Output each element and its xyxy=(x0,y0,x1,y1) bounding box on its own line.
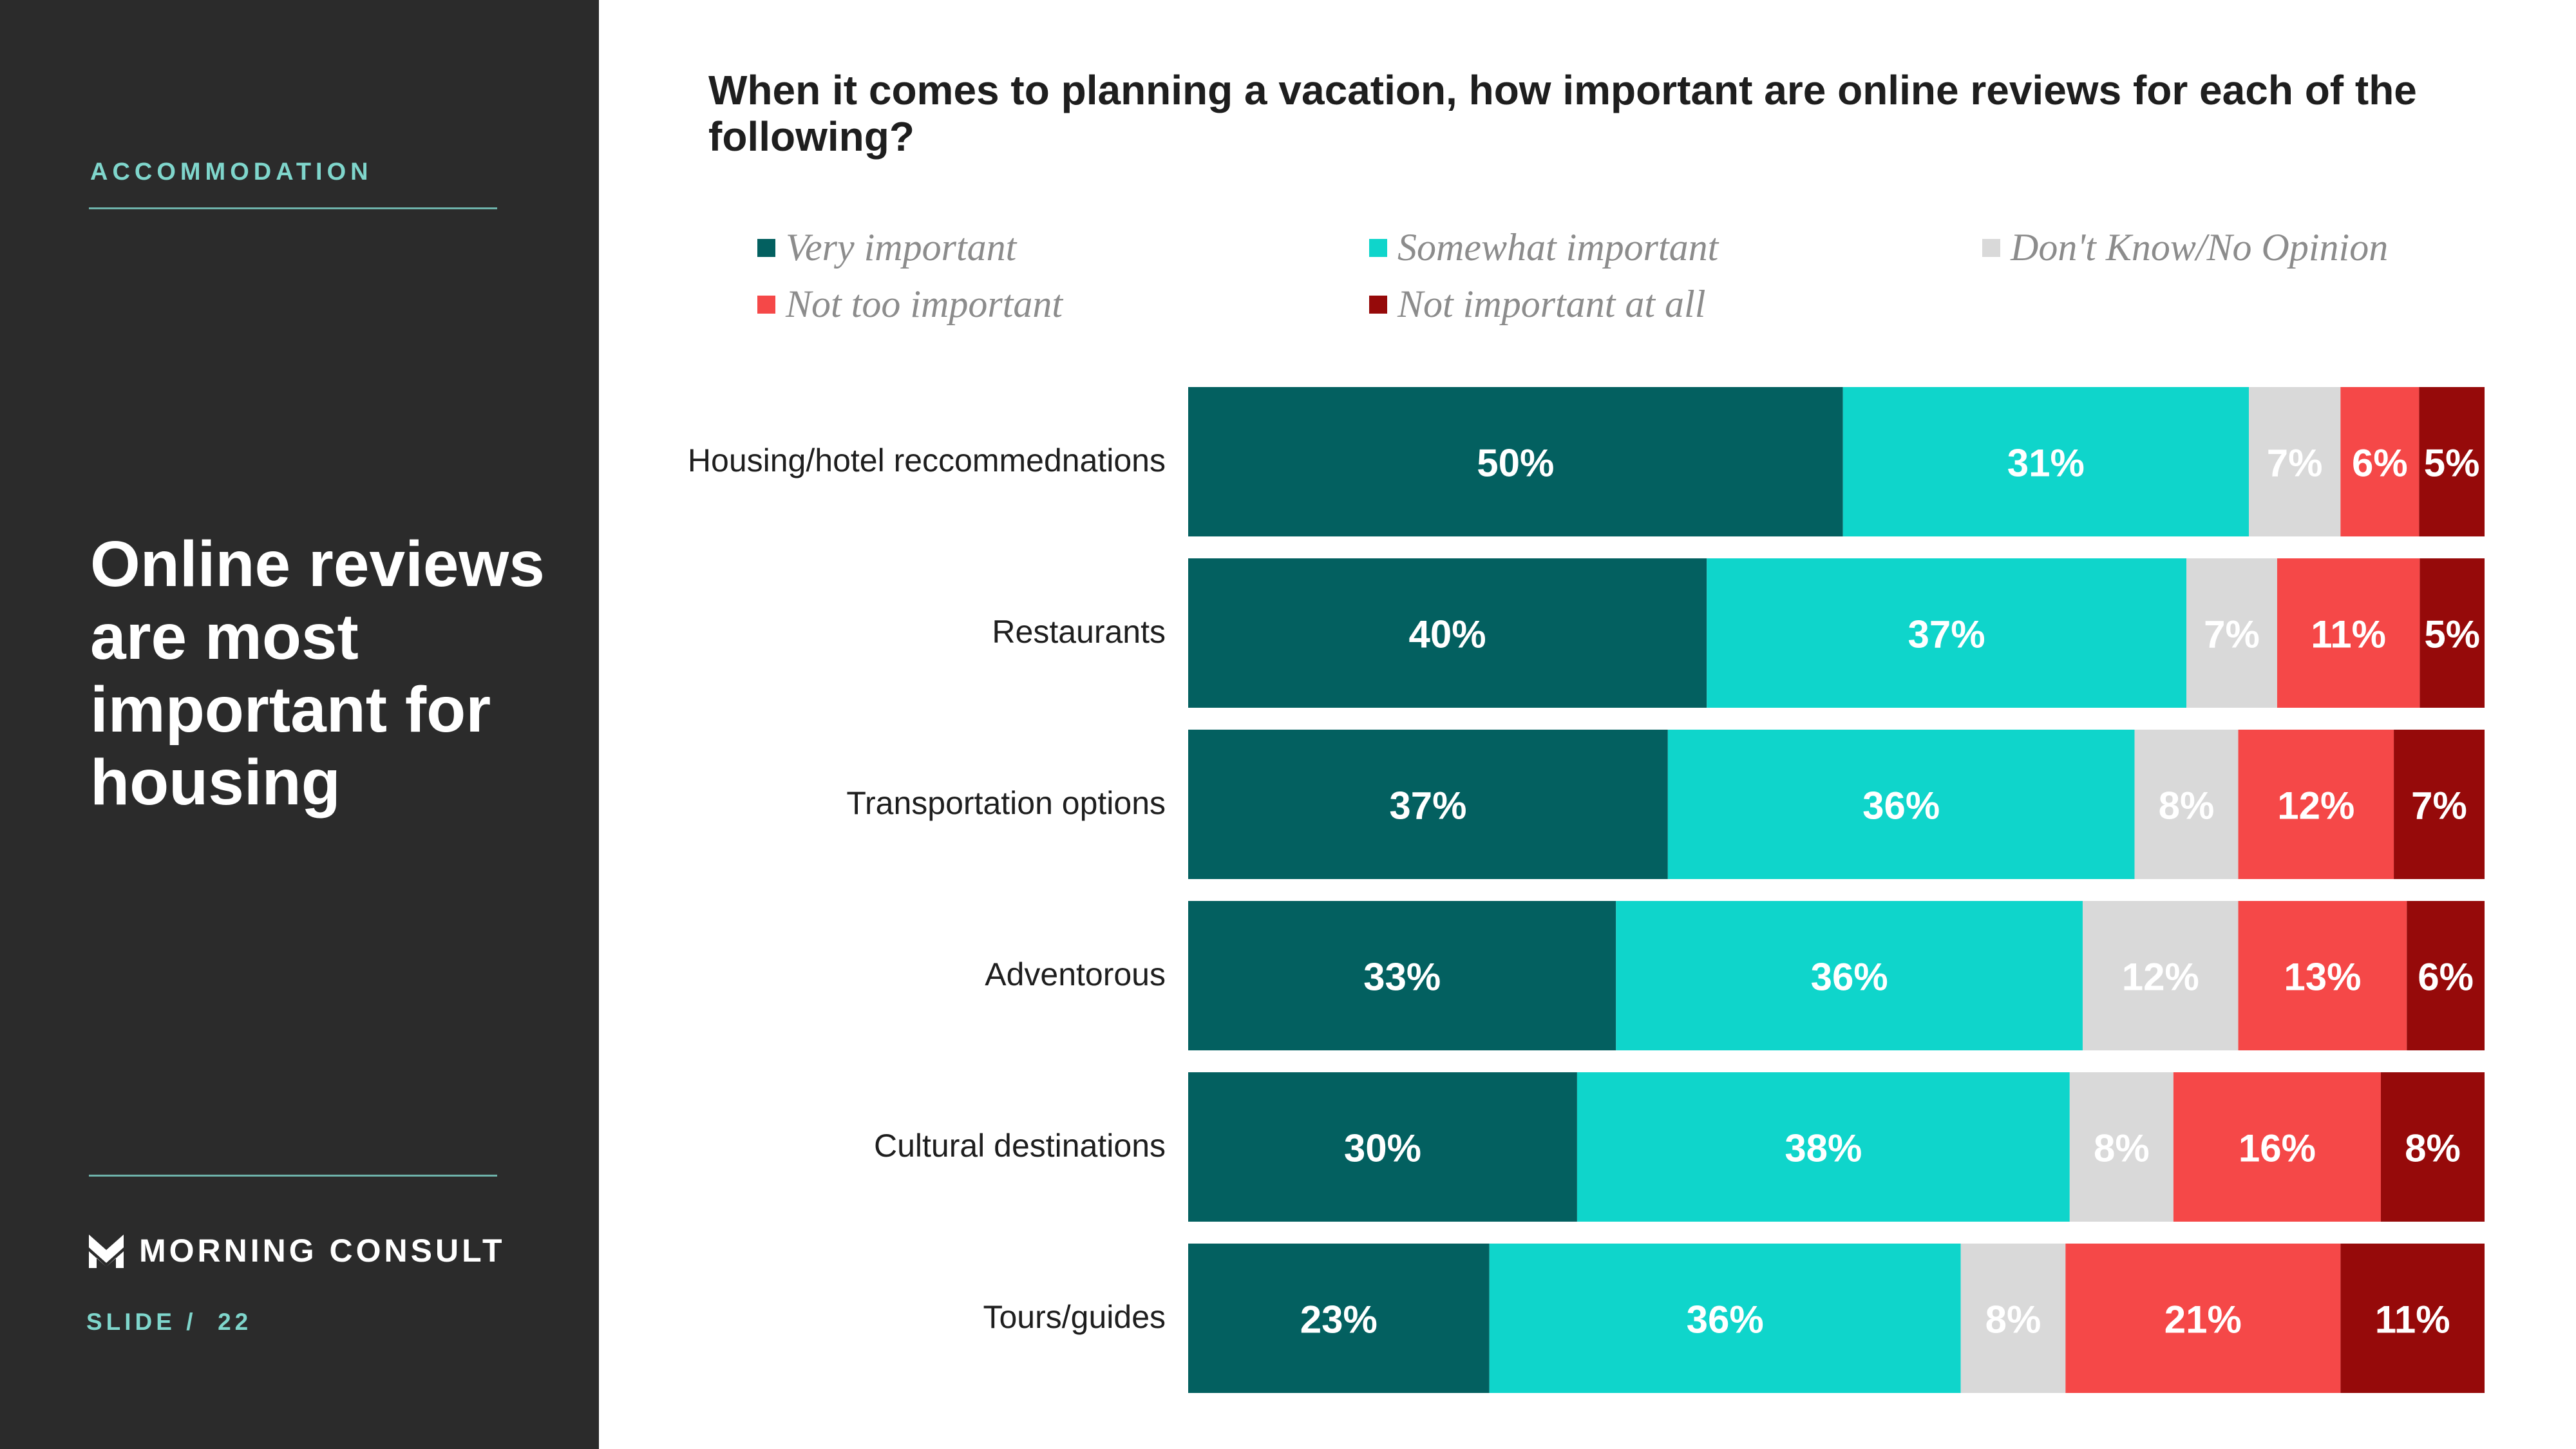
bar-segment xyxy=(2186,558,2277,708)
data-label: 8% xyxy=(2159,784,2215,828)
bar-segment xyxy=(2380,1072,2485,1222)
bar-segment xyxy=(2082,901,2239,1050)
legend-item: Not too important xyxy=(757,282,1063,327)
data-label: 38% xyxy=(1785,1127,1862,1170)
sidebar-divider-top xyxy=(89,207,497,209)
data-label: 12% xyxy=(2122,956,2199,999)
bar-segment xyxy=(2238,730,2394,879)
legend-swatch xyxy=(757,295,775,314)
bar-segment xyxy=(1960,1244,2066,1393)
data-label: 16% xyxy=(2239,1127,2316,1170)
bar-segment xyxy=(1188,387,1843,536)
bar-segment xyxy=(2420,558,2485,708)
bar-segment xyxy=(2065,1244,2341,1393)
data-label: 8% xyxy=(2094,1127,2150,1170)
bar-segment xyxy=(1188,730,1668,879)
bar-segment xyxy=(2134,730,2239,879)
data-label: 40% xyxy=(1409,613,1486,656)
slide-headline: Online reviews are most important for ho… xyxy=(90,528,545,819)
bar-segment xyxy=(1188,558,1707,708)
legend-label: Very important xyxy=(786,226,1017,269)
section-label: ACCOMMODATION xyxy=(90,158,373,185)
legend-swatch xyxy=(757,238,775,257)
bar-segment xyxy=(1188,1244,1490,1393)
brand-name: MORNING CONSULT xyxy=(139,1233,506,1269)
bar-segment xyxy=(2069,1072,2174,1222)
legend-label: Don't Know/No Opinion xyxy=(2011,226,2389,269)
category-label: Housing/hotel reccommednations xyxy=(688,442,1166,478)
bar-segment xyxy=(1188,901,1616,1050)
data-label: 6% xyxy=(2352,442,2408,485)
legend-item: Don't Know/No Opinion xyxy=(1982,225,2388,270)
bar-segment xyxy=(1616,901,2083,1050)
data-label: 50% xyxy=(1477,442,1554,485)
legend-swatch xyxy=(1982,238,2000,257)
legend-label: Somewhat important xyxy=(1397,226,1719,269)
category-label: Tours/guides xyxy=(983,1299,1166,1335)
legend-swatch xyxy=(1369,295,1387,314)
bar-segment xyxy=(2394,730,2485,879)
category-label: Transportation options xyxy=(846,785,1166,821)
bar-segment xyxy=(2173,1072,2381,1222)
data-label: 7% xyxy=(2411,784,2467,828)
bar-segment xyxy=(1489,1244,1961,1393)
category-label: Adventorous xyxy=(985,956,1166,992)
data-label: 12% xyxy=(2277,784,2354,828)
bar-segment xyxy=(1707,558,2187,708)
chart-title: When it comes to planning a vacation, ho… xyxy=(708,67,2417,160)
bar-segment xyxy=(1188,1072,1577,1222)
legend-item: Not important at all xyxy=(1369,282,1705,327)
data-label: 7% xyxy=(2267,442,2323,485)
data-label: 13% xyxy=(2284,956,2361,999)
data-label: 23% xyxy=(1300,1298,1378,1341)
legend-item: Very important xyxy=(757,225,1016,270)
bar-segment xyxy=(2407,901,2485,1050)
data-label: 36% xyxy=(1687,1298,1764,1341)
bar-segment xyxy=(1577,1072,2070,1222)
category-label: Cultural destinations xyxy=(874,1128,1166,1164)
sidebar: ACCOMMODATION Online reviews are most im… xyxy=(0,0,599,1449)
slide-number: SLIDE / 22 xyxy=(86,1309,252,1335)
data-label: 5% xyxy=(2424,613,2480,656)
morning-consult-logo-icon xyxy=(89,1235,124,1268)
data-label: 37% xyxy=(1389,784,1466,828)
bar-segment xyxy=(2277,558,2420,708)
data-label: 5% xyxy=(2424,442,2480,485)
bar-segment xyxy=(2419,387,2485,536)
bar-segment xyxy=(2238,901,2407,1050)
bar-segment xyxy=(2340,1244,2485,1393)
bar-segment xyxy=(2340,387,2420,536)
data-label: 6% xyxy=(2418,956,2474,999)
data-label: 36% xyxy=(1811,956,1888,999)
data-label: 7% xyxy=(2204,613,2260,656)
legend-item: Somewhat important xyxy=(1369,225,1718,270)
data-label: 36% xyxy=(1862,784,1940,828)
data-label: 11% xyxy=(2311,613,2386,656)
data-label: 30% xyxy=(1344,1127,1421,1170)
category-label: Restaurants xyxy=(992,614,1166,650)
data-label: 11% xyxy=(2375,1298,2450,1341)
bar-segment xyxy=(1842,387,2249,536)
bar-segment xyxy=(2249,387,2341,536)
data-label: 8% xyxy=(1985,1298,2041,1341)
bar-segment xyxy=(1667,730,2135,879)
legend-swatch xyxy=(1369,238,1387,257)
data-label: 31% xyxy=(2007,442,2085,485)
data-label: 8% xyxy=(2405,1127,2461,1170)
legend-label: Not too important xyxy=(786,283,1063,325)
sidebar-divider-bottom xyxy=(89,1175,497,1177)
brand: MORNING CONSULT xyxy=(88,1231,505,1270)
legend-label: Not important at all xyxy=(1397,283,1706,325)
data-label: 37% xyxy=(1908,613,1985,656)
data-label: 21% xyxy=(2164,1298,2242,1341)
data-label: 33% xyxy=(1363,956,1441,999)
